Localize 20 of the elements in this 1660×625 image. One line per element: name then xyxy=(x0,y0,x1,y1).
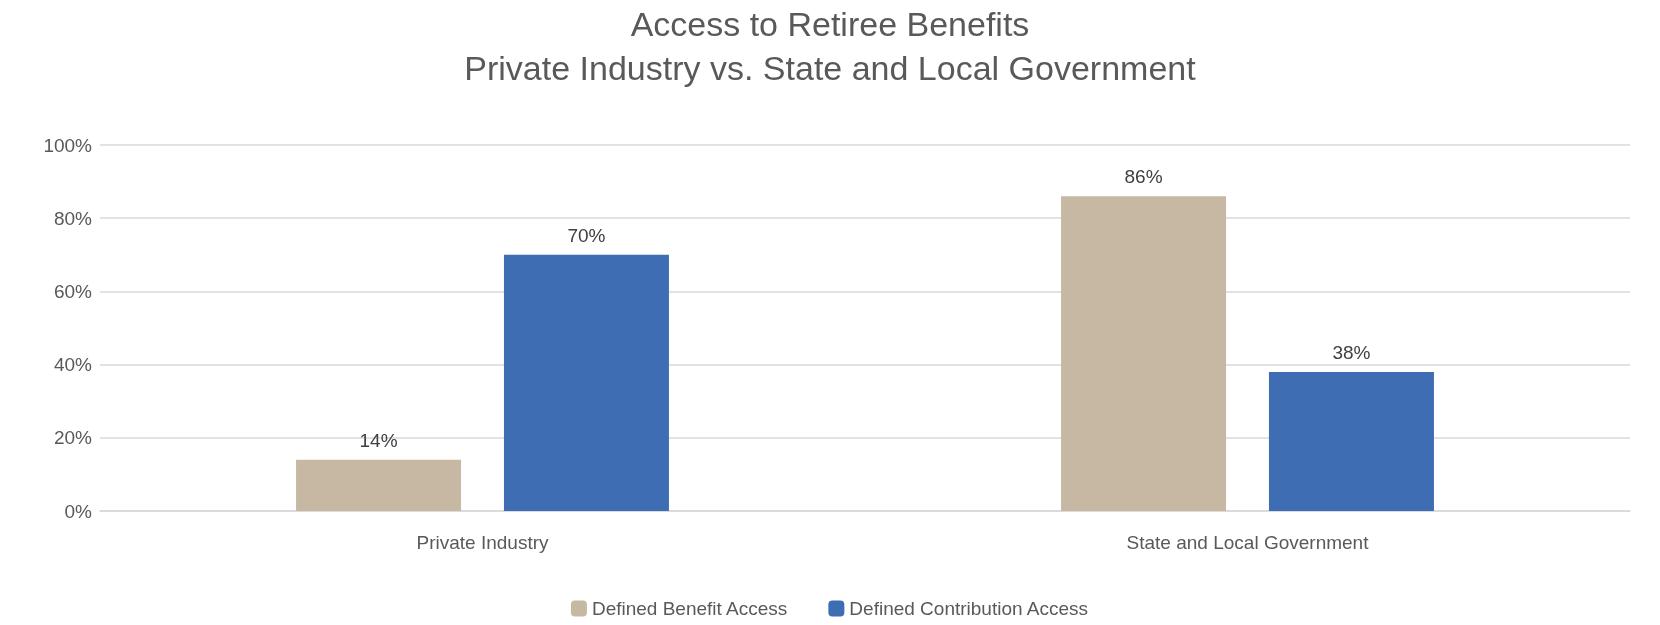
x-tick-label: State and Local Government xyxy=(1126,532,1370,553)
legend-label: Defined Benefit Access xyxy=(591,598,788,619)
y-tick-label: 80% xyxy=(53,207,93,229)
legend-label: Defined Contribution Access xyxy=(849,598,1089,619)
y-tick-label: 100% xyxy=(43,134,93,156)
y-tick-label: 0% xyxy=(64,500,93,522)
bar xyxy=(1268,371,1434,511)
chart-title: Access to Retiree Benefits xyxy=(630,5,1030,43)
data-label: 14% xyxy=(359,429,398,451)
y-tick-label: 60% xyxy=(53,280,93,302)
bar xyxy=(503,254,669,511)
y-tick-label: 20% xyxy=(53,427,93,449)
data-label: 38% xyxy=(1332,341,1371,363)
x-tick-label: Private Industry xyxy=(416,532,549,553)
bar xyxy=(1061,196,1227,511)
y-tick-label: 40% xyxy=(53,354,93,376)
data-label: 86% xyxy=(1124,166,1163,188)
bar xyxy=(296,459,462,511)
chart-subtitle: Private Industry vs. State and Local Government xyxy=(464,49,1197,87)
data-label: 70% xyxy=(567,224,606,246)
